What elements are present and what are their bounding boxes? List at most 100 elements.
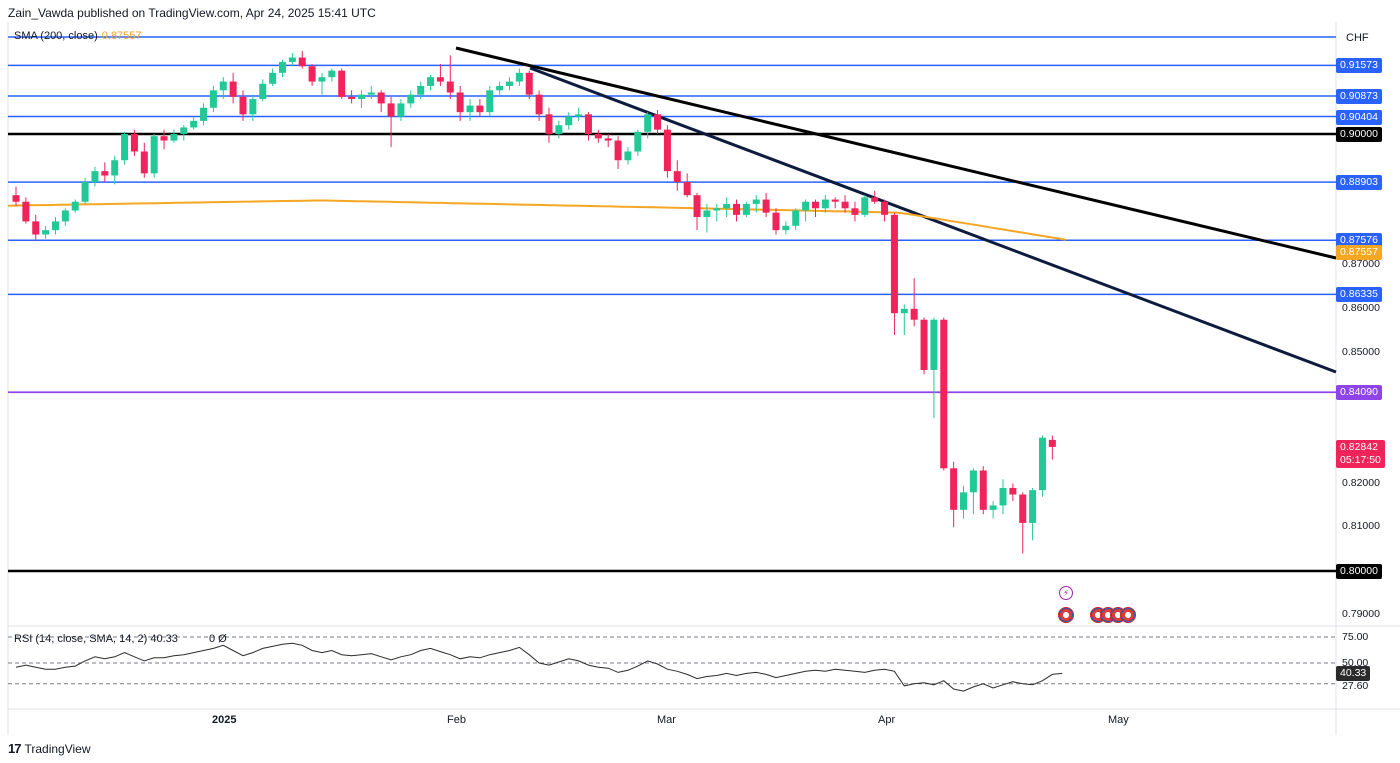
level-badge-6[interactable]: 0.86335 — [1336, 287, 1382, 303]
level-badge-4[interactable]: 0.88903 — [1336, 175, 1382, 191]
candle-body-26[interactable] — [269, 72, 277, 84]
candle-body-25[interactable] — [259, 83, 267, 100]
last-price-badge[interactable]: 0.82842 05:17:50 — [1336, 440, 1385, 468]
candle-body-67[interactable] — [673, 171, 681, 183]
candle-body-68[interactable] — [683, 182, 691, 196]
rsi-line[interactable] — [15, 642, 1063, 692]
candle-body-27[interactable] — [278, 61, 286, 73]
candle-body-41[interactable] — [417, 85, 425, 95]
trendline-upper[interactable] — [455, 46, 1337, 260]
candle-body-63[interactable] — [634, 131, 642, 152]
candle-body-23[interactable] — [239, 96, 247, 115]
candle-body-18[interactable] — [190, 120, 198, 128]
candle-body-46[interactable] — [466, 105, 474, 113]
candle-body-29[interactable] — [298, 57, 306, 67]
candle-body-31[interactable] — [318, 77, 326, 82]
candle-body-49[interactable] — [496, 85, 504, 91]
candle-body-51[interactable] — [515, 72, 523, 82]
candle-body-90[interactable] — [900, 308, 908, 314]
candle-body-48[interactable] — [486, 90, 494, 113]
candle-body-20[interactable] — [209, 90, 217, 108]
candle-body-59[interactable] — [594, 134, 602, 139]
candle-body-60[interactable] — [604, 138, 612, 141]
candle-body-101[interactable] — [1009, 487, 1017, 495]
candle-body-13[interactable] — [140, 151, 148, 174]
candle-body-95[interactable] — [950, 468, 958, 510]
candle-body-61[interactable] — [614, 140, 622, 161]
candle-body-39[interactable] — [397, 103, 405, 117]
candle-body-53[interactable] — [535, 94, 543, 115]
candle-body-5[interactable] — [61, 210, 69, 222]
level-badge-2[interactable]: 0.90404 — [1336, 109, 1382, 125]
candle-body-76[interactable] — [762, 199, 770, 213]
rsi-value-badge[interactable]: 40.33 — [1336, 666, 1371, 682]
candle-body-96[interactable] — [960, 492, 968, 510]
candle-body-87[interactable] — [871, 197, 879, 202]
sma-200-line[interactable] — [7, 199, 1067, 241]
candle-body-91[interactable] — [910, 308, 918, 320]
candle-body-56[interactable] — [565, 116, 573, 126]
candle-body-17[interactable] — [180, 127, 188, 134]
rsi-legend[interactable]: RSI (14, close, SMA, 14, 2) 40.33 0 Ø — [14, 633, 227, 645]
candle-body-72[interactable] — [723, 203, 731, 209]
candle-body-79[interactable] — [792, 210, 800, 226]
candle-body-33[interactable] — [338, 70, 346, 97]
candle-body-8[interactable] — [91, 171, 99, 183]
candle-body-98[interactable] — [979, 470, 987, 510]
candle-body-0[interactable] — [12, 195, 20, 202]
candle-body-74[interactable] — [742, 203, 750, 215]
candle-body-28[interactable] — [288, 57, 296, 62]
candle-body-57[interactable] — [575, 114, 583, 117]
candle-body-73[interactable] — [733, 203, 741, 215]
candle-body-16[interactable] — [170, 134, 178, 141]
candle-body-10[interactable] — [111, 160, 119, 176]
brand-footer[interactable]: 17 TradingView — [8, 741, 91, 756]
candle-body-82[interactable] — [821, 199, 829, 209]
candle-body-64[interactable] — [644, 114, 652, 132]
candle-body-36[interactable] — [367, 92, 375, 95]
trendline-lower[interactable] — [529, 66, 1337, 374]
candle-body-89[interactable] — [890, 214, 898, 314]
candle-body-15[interactable] — [160, 136, 168, 141]
candle-body-103[interactable] — [1029, 490, 1037, 523]
candle-body-34[interactable] — [348, 96, 356, 100]
candle-body-6[interactable] — [71, 201, 79, 211]
candle-body-35[interactable] — [357, 94, 365, 100]
candle-body-38[interactable] — [387, 103, 395, 117]
candle-body-102[interactable] — [1019, 494, 1027, 523]
candle-body-7[interactable] — [81, 182, 89, 202]
candle-body-12[interactable] — [130, 134, 138, 152]
level-badge-5[interactable]: 0.87576 — [1336, 233, 1382, 249]
candle-body-14[interactable] — [150, 136, 158, 174]
candle-body-93[interactable] — [930, 319, 938, 370]
candle-body-21[interactable] — [219, 81, 227, 91]
candle-body-22[interactable] — [229, 81, 237, 97]
candle-body-37[interactable] — [377, 92, 385, 104]
candle-body-30[interactable] — [308, 66, 316, 82]
candle-body-104[interactable] — [1038, 437, 1046, 491]
level-badge-0[interactable]: 0.91573 — [1336, 58, 1382, 74]
us-flag-event-icon-4[interactable] — [1120, 607, 1136, 623]
candle-body-32[interactable] — [328, 70, 336, 78]
candle-body-24[interactable] — [249, 99, 257, 115]
candle-body-77[interactable] — [772, 212, 780, 231]
candle-body-47[interactable] — [476, 105, 484, 113]
candle-body-78[interactable] — [782, 225, 790, 231]
candle-body-66[interactable] — [663, 129, 671, 172]
candle-body-11[interactable] — [121, 134, 129, 161]
candle-body-9[interactable] — [101, 171, 109, 176]
candle-body-88[interactable] — [881, 201, 889, 215]
candle-body-99[interactable] — [989, 505, 997, 510]
lightning-event-icon[interactable]: ⚡ — [1059, 586, 1073, 600]
candle-body-65[interactable] — [654, 114, 662, 130]
candle-body-80[interactable] — [802, 201, 810, 211]
candle-body-4[interactable] — [51, 221, 59, 231]
candle-body-69[interactable] — [693, 195, 701, 218]
candle-body-50[interactable] — [506, 81, 513, 86]
candle-body-2[interactable] — [32, 221, 40, 235]
candle-body-54[interactable] — [545, 114, 553, 134]
level-badge-3[interactable]: 0.90000 — [1336, 127, 1382, 142]
candle-body-55[interactable] — [555, 125, 563, 134]
candle-body-62[interactable] — [624, 151, 632, 161]
